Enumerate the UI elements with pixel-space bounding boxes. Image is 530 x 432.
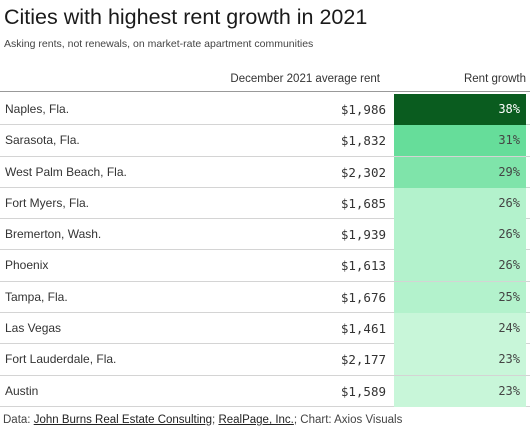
city-name: Austin (5, 383, 39, 398)
city-name: Bremerton, Wash. (5, 227, 102, 242)
average-rent-value: $1,613 (340, 258, 386, 274)
rent-growth-cell: 26% (394, 250, 526, 282)
rent-growth-value: 29% (498, 164, 520, 179)
table-row: Bremerton, Wash. $1,939 26% (0, 219, 530, 251)
rent-growth-cell: 26% (394, 219, 526, 251)
city-name: Fort Lauderdale, Fla. (5, 352, 117, 367)
rent-growth-cell: 29% (394, 156, 526, 188)
footer-suffix: ; Chart: Axios Visuals (293, 414, 403, 426)
city-name: Las Vegas (5, 321, 62, 336)
rent-growth-value: 31% (498, 133, 520, 148)
source-link-realpage[interactable]: RealPage, Inc. (218, 414, 294, 426)
footer-separator: ; (212, 414, 219, 426)
rent-growth-value: 24% (498, 321, 520, 336)
rent-growth-value: 23% (498, 352, 520, 367)
city-name: West Palm Beach, Fla. (5, 164, 127, 179)
rent-growth-value: 38% (498, 102, 520, 116)
table-body: Naples, Fla. $1,986 38% Sarasota, Fla. $1,83… (0, 94, 530, 407)
rent-growth-cell: 38% (394, 94, 526, 125)
chart-title: Cities with highest rent growth in 2021 (4, 5, 368, 29)
rent-growth-cell: 23% (394, 375, 526, 407)
city-name: Naples, Fla. (5, 102, 70, 116)
column-header-growth: Rent growth (463, 73, 526, 85)
column-header-rent: December 2021 average rent (230, 73, 380, 85)
rent-growth-value: 25% (498, 289, 520, 304)
average-rent-value: $2,177 (340, 352, 386, 368)
rent-growth-cell: 31% (394, 125, 526, 157)
rent-growth-cell: 23% (394, 344, 526, 376)
rent-growth-value: 26% (498, 258, 520, 273)
average-rent-value: $1,939 (340, 227, 386, 243)
source-link-john-burns[interactable]: John Burns Real Estate Consulting (33, 414, 213, 426)
table-row: Sarasota, Fla. $1,832 31% (0, 125, 530, 157)
average-rent-value: $1,832 (340, 133, 386, 149)
table-row: West Palm Beach, Fla. $2,302 29% (0, 156, 530, 188)
table-row: Phoenix $1,613 26% (0, 250, 530, 282)
average-rent-value: $1,461 (340, 321, 386, 337)
rent-growth-cell: 24% (394, 313, 526, 345)
table-row: Fort Myers, Fla. $1,685 26% (0, 187, 530, 220)
footer-source: Data: John Burns Real Estate Consulting;… (3, 412, 527, 428)
table-row: Las Vegas $1,461 24% (0, 313, 530, 345)
footer-prefix: Data: (3, 414, 34, 426)
city-name: Tampa, Fla. (5, 289, 68, 304)
rent-growth-value: 26% (498, 195, 520, 210)
average-rent-value: $2,302 (340, 164, 386, 180)
average-rent-value: $1,685 (340, 195, 386, 211)
average-rent-value: $1,676 (340, 289, 386, 305)
rent-growth-cell: 26% (394, 187, 526, 219)
table-row: Naples, Fla. $1,986 38% (0, 94, 530, 126)
chart-subtitle: Asking rents, not renewals, on market-ra… (4, 38, 314, 50)
rent-growth-cell: 25% (394, 281, 526, 313)
table-row: Tampa, Fla. $1,676 25% (0, 281, 530, 314)
table-header: December 2021 average rent Rent growth (0, 70, 530, 92)
city-name: Fort Myers, Fla. (5, 195, 90, 210)
rent-growth-value: 23% (498, 383, 520, 398)
city-name: Sarasota, Fla. (5, 133, 80, 148)
rent-growth-value: 26% (498, 227, 520, 242)
average-rent-value: $1,589 (340, 383, 386, 399)
average-rent-value: $1,986 (340, 102, 386, 117)
table-row: Austin $1,589 23% (0, 375, 530, 407)
table-row: Fort Lauderdale, Fla. $2,177 23% (0, 344, 530, 376)
city-name: Phoenix (5, 258, 49, 273)
